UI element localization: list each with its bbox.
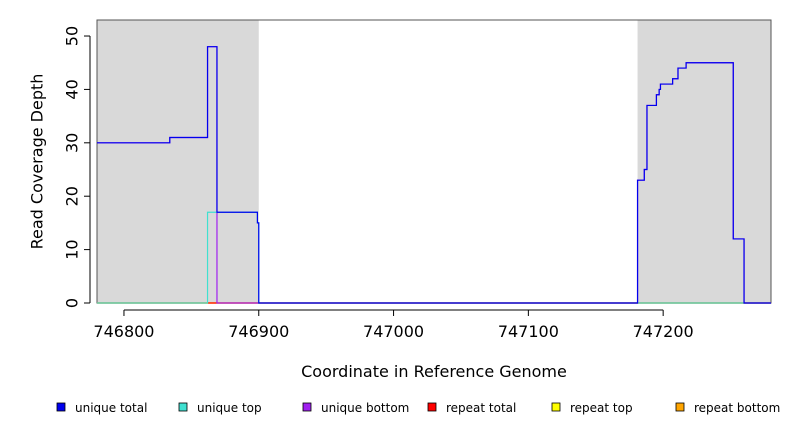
legend-item-repeat-bottom: repeat bottom [675,401,780,415]
y-tick-label: 40 [63,79,82,99]
legend: unique total unique top unique bottom repea… [56,401,780,415]
legend-label: repeat bottom [694,401,780,415]
shaded-region-2 [637,20,771,303]
legend-swatch [302,402,312,412]
series-unique-total [97,46,771,304]
x-tick-label: 747000 [363,322,424,341]
legend-item-unique-top: unique top [178,401,262,415]
legend-label: unique top [197,401,262,415]
legend-label: repeat top [570,401,633,415]
y-tick-label: 0 [63,298,82,308]
legend-label: repeat total [446,401,516,415]
y-tick-label: 10 [63,239,82,259]
x-tick-label: 746800 [93,322,154,341]
shaded-regions [97,20,771,303]
legend-item-unique-total: unique total [56,401,147,415]
legend-swatch [178,402,188,412]
y-axis: 0 10 20 30 40 50 [63,26,91,308]
legend-label: unique bottom [321,401,409,415]
legend-label: unique total [75,401,147,415]
legend-item-repeat-total: repeat total [427,401,516,415]
y-axis-title: Read Coverage Depth [28,74,47,250]
x-axis-title: Coordinate in Reference Genome [301,362,567,381]
x-tick-label: 746900 [228,322,289,341]
y-tick-label: 30 [63,133,82,153]
y-tick-label: 20 [63,186,82,206]
x-axis: 746800 746900 747000 747100 747200 [93,309,694,341]
legend-swatch [56,402,66,412]
y-tick-label: 50 [63,26,82,46]
legend-swatch [427,402,437,412]
series-layer [97,46,771,304]
x-tick-label: 747100 [498,322,559,341]
shaded-region-1 [97,20,259,303]
legend-swatch [551,402,561,412]
legend-swatch [675,402,685,412]
x-tick-label: 747200 [633,322,694,341]
legend-item-unique-bottom: unique bottom [302,401,409,415]
legend-item-repeat-top: repeat top [551,401,633,415]
